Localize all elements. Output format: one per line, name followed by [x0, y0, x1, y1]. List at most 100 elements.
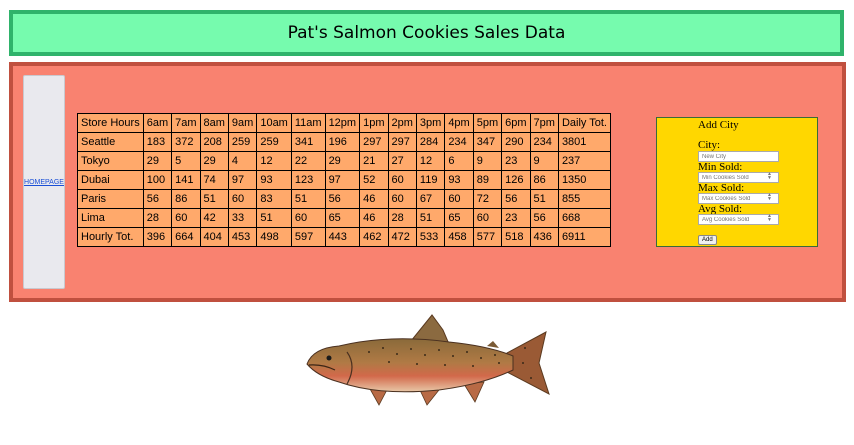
column-header-store-hours: Store Hours [77, 113, 144, 133]
sales-cell: 29 [199, 151, 229, 171]
sales-cell: 3801 [557, 132, 611, 152]
avg-sold-input[interactable] [698, 214, 779, 225]
hourly-total-cell: 462 [359, 227, 389, 247]
column-header: 12pm [324, 113, 361, 133]
sales-cell: 83 [256, 189, 292, 209]
hourly-total-cell: 577 [472, 227, 503, 247]
sales-cell: 855 [557, 189, 611, 209]
sales-cell: 341 [290, 132, 326, 152]
main-panel: HOMEPAGE Store Hours 6am 7am 8am 9am 10am 11am… [9, 62, 846, 302]
table-row: Lima 28 60 42 33 51 60 65 46 28 51 65 60 23 56 668 [77, 208, 611, 228]
sales-cell: 28 [142, 208, 173, 228]
hourly-total-cell: 453 [227, 227, 258, 247]
sales-cell: 21 [359, 151, 389, 171]
hourly-total-cell: 458 [444, 227, 474, 247]
sales-cell: 237 [557, 151, 611, 171]
sales-cell: 51 [290, 189, 326, 209]
sales-cell: 347 [472, 132, 503, 152]
avg-spinner-icon[interactable]: ▲ ▼ [767, 214, 772, 223]
column-header: 1pm [359, 113, 389, 133]
sales-cell: 119 [415, 170, 446, 190]
sales-cell: 141 [171, 170, 201, 190]
sales-cell: 183 [142, 132, 173, 152]
column-header: 4pm [444, 113, 474, 133]
sales-cell: 290 [501, 132, 531, 152]
sales-cell: 9 [529, 151, 559, 171]
sales-cell: 42 [199, 208, 229, 228]
table-header-row: Store Hours 6am 7am 8am 9am 10am 11am 12pm 1pm 2p… [77, 113, 611, 133]
max-sold-label: Max Sold: [698, 182, 745, 194]
avg-sold-label: Avg Sold: [698, 203, 743, 215]
hourly-total-cell: 518 [501, 227, 531, 247]
sales-cell: 297 [387, 132, 417, 152]
hourly-total-cell: 597 [290, 227, 326, 247]
min-sold-label: Min Sold: [698, 161, 743, 173]
sales-cell: 6 [444, 151, 474, 171]
form-legend: Add City [698, 119, 739, 131]
sales-cell: 65 [444, 208, 474, 228]
column-header: 5pm [472, 113, 503, 133]
page-title: Pat's Salmon Cookies Sales Data [287, 23, 566, 43]
sales-cell: 259 [227, 132, 258, 152]
sales-cell: 234 [529, 132, 559, 152]
sales-cell: 51 [256, 208, 292, 228]
column-header: 3pm [415, 113, 446, 133]
sales-cell: 46 [359, 208, 389, 228]
hourly-total-cell: 472 [387, 227, 417, 247]
sales-cell: 9 [472, 151, 503, 171]
max-spinner-icon[interactable]: ▲ ▼ [767, 193, 772, 202]
sales-cell: 51 [529, 189, 559, 209]
add-button[interactable]: Add [698, 235, 717, 245]
sales-cell: 46 [359, 189, 389, 209]
sales-cell: 22 [290, 151, 326, 171]
store-name-cell: Dubai [77, 170, 144, 190]
sales-cell: 97 [227, 170, 258, 190]
sales-cell: 51 [199, 189, 229, 209]
sales-cell: 56 [529, 208, 559, 228]
sales-cell: 259 [256, 132, 292, 152]
table-row: Dubai 100 141 74 97 93 123 97 52 60 119 93 89 126 86 13… [77, 170, 611, 190]
sidebar: HOMEPAGE [23, 75, 65, 289]
add-city-form: Add City City: Min Sold: ▲▼ Max Sold: ▲▼… [656, 117, 818, 247]
min-spinner-icon[interactable]: ▲ ▼ [767, 172, 772, 181]
column-header: 9am [227, 113, 258, 133]
sales-cell: 56 [324, 189, 361, 209]
sales-cell: 60 [387, 189, 417, 209]
column-header: 11am [290, 113, 326, 133]
sales-cell: 60 [227, 189, 258, 209]
city-label: City: [698, 139, 721, 151]
city-input[interactable] [698, 151, 779, 162]
hourly-total-cell: 498 [256, 227, 292, 247]
sales-cell: 93 [444, 170, 474, 190]
sales-cell: 56 [142, 189, 173, 209]
sales-table: Store Hours 6am 7am 8am 9am 10am 11am 12pm 1pm 2p… [77, 113, 611, 247]
sales-cell: 56 [501, 189, 531, 209]
sales-cell: 297 [359, 132, 389, 152]
column-header: 2pm [387, 113, 417, 133]
min-sold-input[interactable] [698, 172, 779, 183]
sales-cell: 51 [415, 208, 446, 228]
sales-cell: 60 [444, 189, 474, 209]
homepage-link[interactable]: HOMEPAGE [24, 178, 64, 186]
sales-cell: 668 [557, 208, 611, 228]
sales-cell: 196 [324, 132, 361, 152]
hourly-total-label: Hourly Tot. [77, 227, 144, 247]
column-header: 6am [142, 113, 173, 133]
sales-cell: 93 [256, 170, 292, 190]
sales-cell: 29 [324, 151, 361, 171]
sales-cell: 52 [359, 170, 389, 190]
column-header: 7am [171, 113, 201, 133]
store-name-cell: Lima [77, 208, 144, 228]
sales-cell: 284 [415, 132, 446, 152]
max-sold-input[interactable] [698, 193, 779, 204]
hourly-total-cell: 443 [324, 227, 361, 247]
sales-cell: 4 [227, 151, 258, 171]
sales-cell: 126 [501, 170, 531, 190]
sales-cell: 23 [501, 208, 531, 228]
sales-cell: 60 [472, 208, 503, 228]
sales-cell: 27 [387, 151, 417, 171]
sales-cell: 28 [387, 208, 417, 228]
hourly-total-cell: 396 [142, 227, 173, 247]
sales-cell: 97 [324, 170, 361, 190]
sales-cell: 23 [501, 151, 531, 171]
